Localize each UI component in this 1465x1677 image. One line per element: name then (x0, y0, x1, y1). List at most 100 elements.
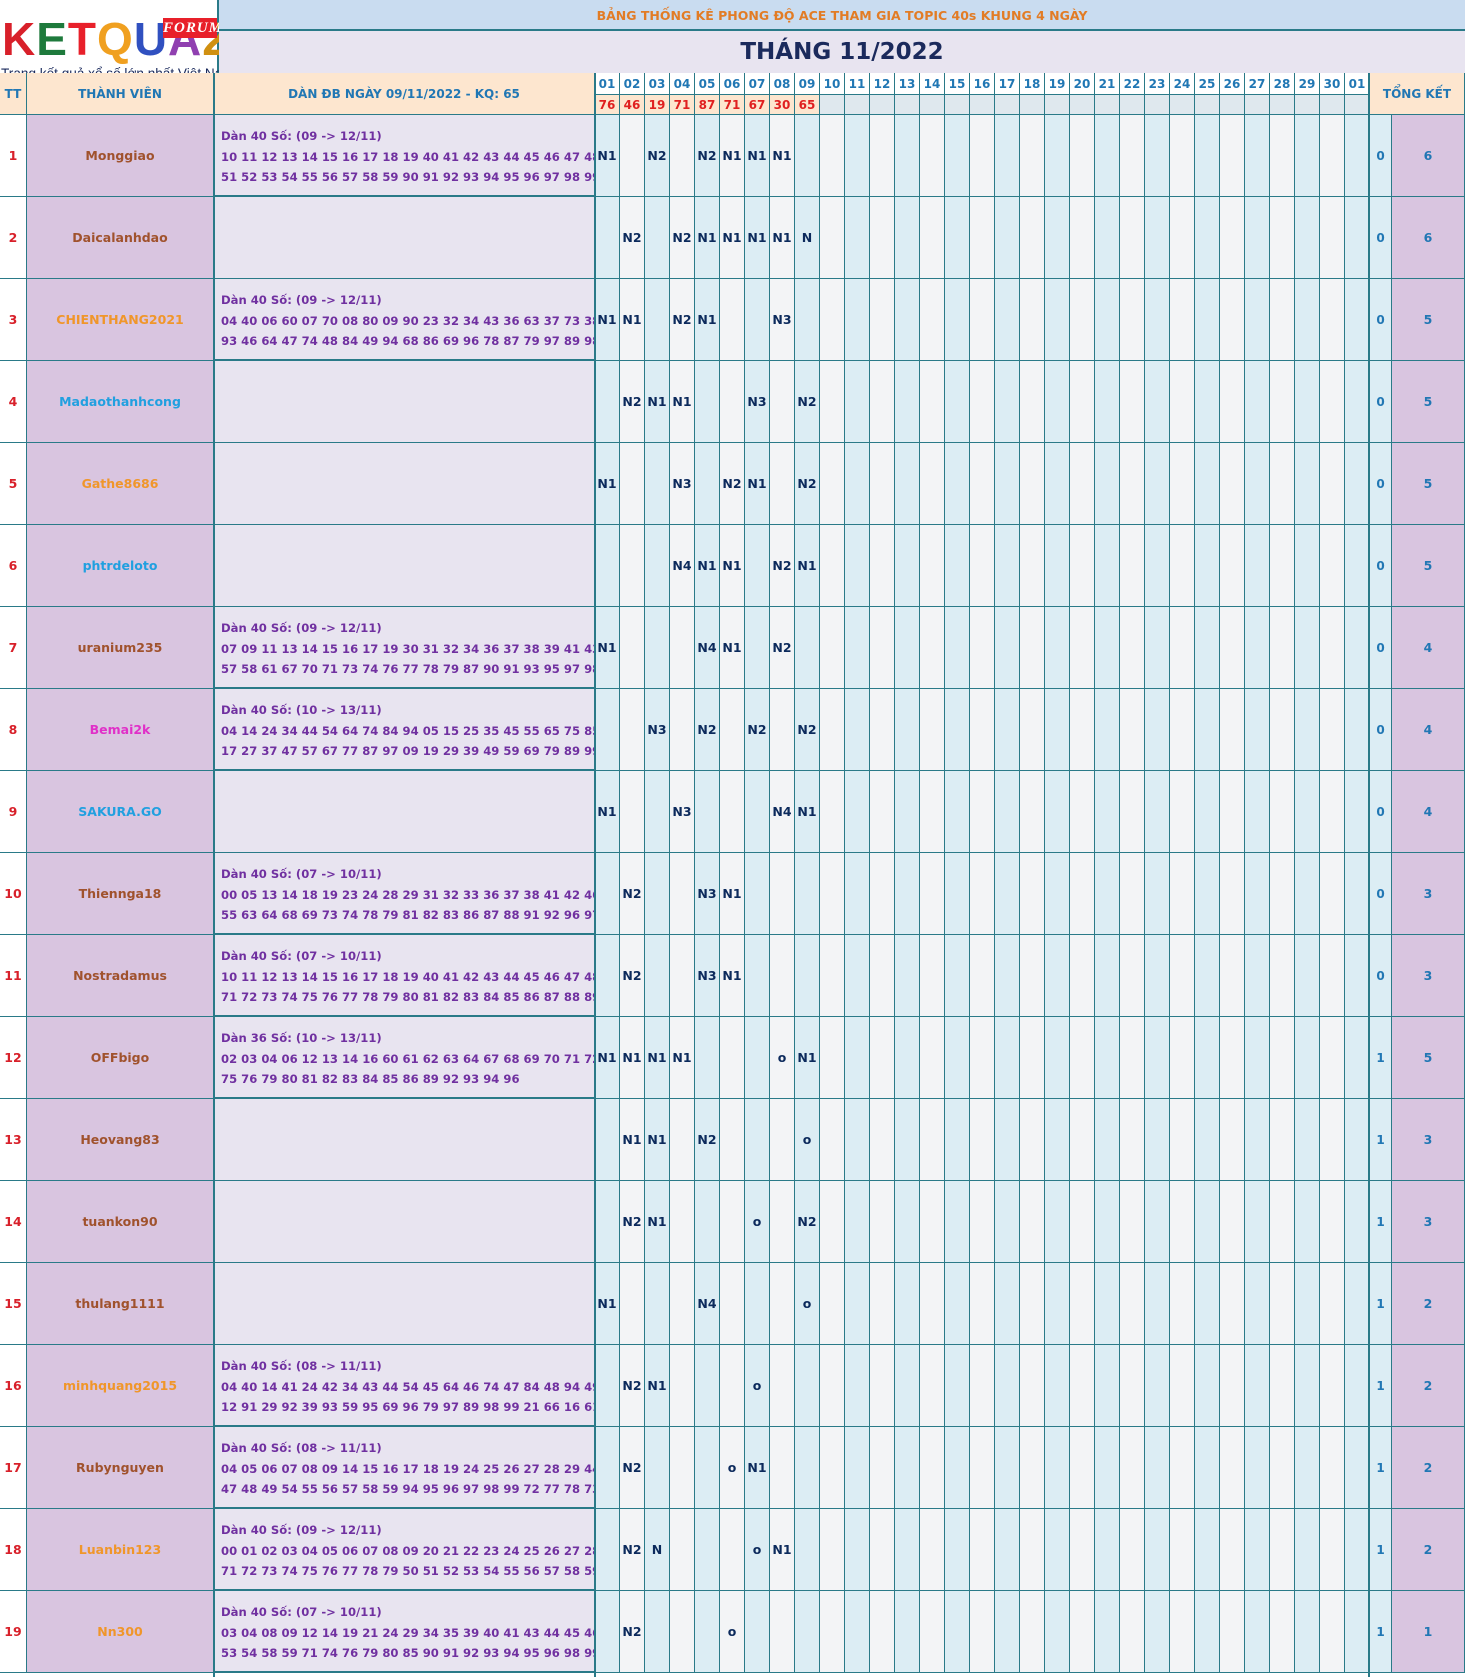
dan-line: 47 48 49 54 55 56 57 58 59 94 95 96 97 9… (221, 1482, 595, 1496)
member-name[interactable]: OFFbigo (27, 1017, 214, 1099)
member-name[interactable]: uranium235 (27, 607, 214, 689)
day-mark-cell: N1 (795, 771, 820, 853)
day-mark-cell (995, 1427, 1020, 1509)
day-mark-cell (970, 1427, 995, 1509)
day-mark-cell (870, 1509, 895, 1591)
member-name[interactable]: Heovang83 (27, 1099, 214, 1181)
day-mark-cell (870, 443, 895, 525)
member-name[interactable]: tuankon90 (27, 1181, 214, 1263)
day-mark-cell (1270, 361, 1295, 443)
day-mark-cell (845, 607, 870, 689)
day-mark-cell (995, 1181, 1020, 1263)
member-name[interactable]: Bemai2k (27, 689, 214, 771)
member-name[interactable]: Monggiao (27, 115, 214, 197)
member-name[interactable]: Thiennga18 (27, 853, 214, 935)
day-mark-cell (1295, 1427, 1320, 1509)
day-mark-cell (1045, 935, 1070, 1017)
member-name[interactable]: Madaothanhcong (27, 361, 214, 443)
day-mark-cell: N2 (620, 197, 645, 279)
member-name[interactable]: Gathe8686 (27, 443, 214, 525)
result-cell (1020, 95, 1045, 115)
day-mark-cell (1045, 115, 1070, 197)
member-name[interactable]: Nn300 (27, 1591, 214, 1673)
day-mark-cell (895, 443, 920, 525)
member-name[interactable]: Nostradamus (27, 935, 214, 1017)
day-mark-cell (695, 771, 720, 853)
day-mark-cell (1120, 115, 1145, 197)
dan-line: 71 72 73 74 75 76 77 78 79 80 81 82 83 8… (221, 990, 595, 1004)
day-mark-cell: o (770, 1017, 795, 1099)
member-name[interactable]: minhquang2015 (27, 1345, 214, 1427)
member-name[interactable]: phtrdeloto (27, 525, 214, 607)
table-banner: BẢNG THỐNG KÊ PHONG ĐỘ ACE THAM GIA TOPI… (219, 0, 1465, 31)
day-mark-cell (695, 1345, 720, 1427)
day-mark-cell: o (795, 1099, 820, 1181)
day-mark-cell (1195, 525, 1220, 607)
ketqua2-logo[interactable]: KETQUA2 FORUM Trang kết quả xổ số lớn nh… (0, 0, 234, 84)
member-name[interactable]: SAKURA.GO (27, 771, 214, 853)
day-mark-cell (970, 1591, 995, 1673)
day-mark-cell: N2 (795, 443, 820, 525)
day-mark-cell (1170, 115, 1195, 197)
day-mark-cell (620, 443, 645, 525)
member-name[interactable]: thulang1111 (27, 1263, 214, 1345)
day-mark-cell (820, 607, 845, 689)
member-name[interactable]: Luanbin123 (27, 1509, 214, 1591)
day-mark-cell (1245, 853, 1270, 935)
day-mark-cell (1145, 279, 1170, 361)
day-mark-cell (595, 1181, 620, 1263)
day-mark-cell (820, 1591, 845, 1673)
day-mark-cell: N2 (795, 689, 820, 771)
day-mark-cell (1095, 1263, 1120, 1345)
day-mark-cell (1345, 1509, 1370, 1591)
day-mark-cell: N2 (795, 361, 820, 443)
day-mark-cell: N1 (645, 1181, 670, 1263)
day-mark-cell (1070, 1263, 1095, 1345)
member-name[interactable]: Daicalanhdao (27, 197, 214, 279)
day-mark-cell (1095, 935, 1120, 1017)
result-cell (1195, 95, 1220, 115)
day-mark-cell (920, 1017, 945, 1099)
day-mark-cell (695, 443, 720, 525)
day-mark-cell (1170, 197, 1195, 279)
day-header: 08 (770, 73, 795, 95)
day-mark-cell (870, 115, 895, 197)
day-mark-cell (770, 1263, 795, 1345)
day-mark-cell (995, 279, 1020, 361)
day-mark-cell (1120, 1181, 1145, 1263)
day-mark-cell (1295, 689, 1320, 771)
day-mark-cell (895, 197, 920, 279)
day-mark-cell (995, 689, 1020, 771)
day-mark-cell: N1 (620, 279, 645, 361)
day-mark-cell (1320, 361, 1345, 443)
day-header: 01 (1345, 73, 1370, 95)
day-mark-cell (1270, 197, 1295, 279)
day-mark-cell: N1 (695, 525, 720, 607)
day-mark-cell (745, 525, 770, 607)
day-mark-cell (795, 115, 820, 197)
day-mark-cell (820, 853, 845, 935)
day-header: 07 (745, 73, 770, 95)
day-mark-cell (1120, 935, 1145, 1017)
day-mark-cell (670, 853, 695, 935)
day-mark-cell: N1 (745, 115, 770, 197)
day-mark-cell (895, 1099, 920, 1181)
day-mark-cell (1320, 1591, 1345, 1673)
day-mark-cell (895, 1427, 920, 1509)
day-mark-cell (1245, 771, 1270, 853)
day-mark-cell (845, 1345, 870, 1427)
day-mark-cell (670, 1509, 695, 1591)
day-mark-cell (1195, 771, 1220, 853)
day-mark-cell (970, 1099, 995, 1181)
result-cell: 76 (595, 95, 620, 115)
day-mark-cell: N1 (595, 1017, 620, 1099)
member-name[interactable]: Rubynguyen (27, 1427, 214, 1509)
day-mark-cell (1045, 279, 1070, 361)
member-name[interactable]: CHIENTHANG2021 (27, 279, 214, 361)
day-mark-cell (920, 361, 945, 443)
day-mark-cell (1320, 443, 1345, 525)
day-mark-cell (970, 1509, 995, 1591)
day-mark-cell (845, 197, 870, 279)
day-mark-cell: N1 (670, 1017, 695, 1099)
day-mark-cell: N2 (620, 361, 645, 443)
